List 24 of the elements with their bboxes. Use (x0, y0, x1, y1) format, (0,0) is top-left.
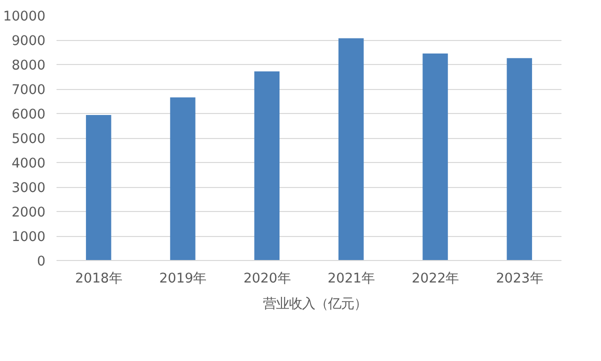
y-tick-label: 10000 (3, 10, 46, 24)
bar (170, 97, 196, 260)
y-tick-label: 1000 (12, 230, 46, 245)
x-tick-label: 2022年 (412, 272, 459, 286)
x-tick-label: 2018年 (75, 272, 122, 286)
x-tick-label: 2020年 (243, 272, 290, 286)
y-tick-label: 3000 (12, 181, 46, 196)
y-tick-label: 4000 (12, 156, 46, 172)
bar (422, 53, 448, 260)
x-tick-label: 2021年 (328, 272, 375, 286)
y-tick-label: 9000 (12, 34, 46, 49)
x-tick-label: 2023年 (496, 272, 543, 286)
y-tick-label: 0 (37, 254, 46, 270)
y-tick-label: 2000 (12, 206, 46, 220)
bar (86, 114, 112, 260)
y-tick-label: 8000 (12, 58, 46, 74)
x-tick-label: 2019年 (159, 272, 206, 286)
y-tick-label: 5000 (12, 132, 46, 147)
bar (254, 71, 280, 260)
bar (506, 58, 532, 260)
y-tick-label: 7000 (12, 83, 46, 98)
bar (338, 38, 364, 260)
text: 营业收入（亿元） (263, 296, 367, 313)
y-tick-label: 6000 (12, 108, 46, 122)
